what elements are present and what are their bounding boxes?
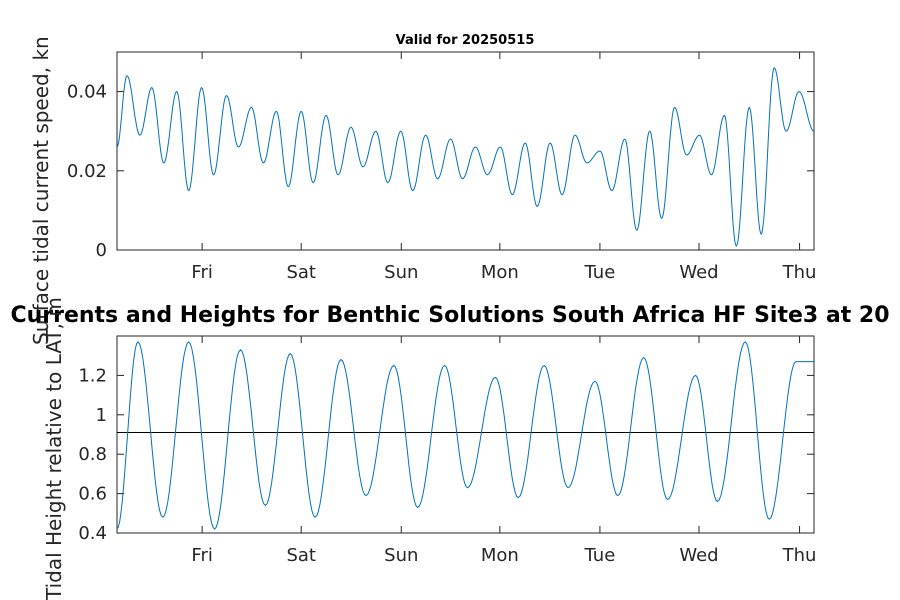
top-axes: Valid for 20250515 Fri Sat Sun Mon Tue Wed Thu…: [29, 33, 816, 345]
top-y-tick-label: 0.02: [67, 161, 107, 182]
top-y-tick-label: 0.04: [67, 82, 107, 103]
top-x-tick-label: Sun: [384, 262, 418, 283]
bottom-y-tick-label: 1.2: [78, 365, 107, 386]
bottom-x-tick-labels: Fri Sat Sun Mon Tue Wed Thu: [191, 545, 816, 566]
bottom-chart-title: Currents and Heights for Benthic Solutio…: [10, 303, 889, 328]
bottom-x-tick-label: Mon: [481, 545, 519, 566]
top-x-tick-label: Fri: [191, 262, 212, 283]
bottom-y-tick-label: 0.6: [78, 484, 107, 505]
top-x-tick-label: Thu: [782, 262, 817, 283]
bottom-ticks: [117, 336, 814, 534]
bottom-y-tick-label: 0.8: [78, 444, 107, 465]
top-y-tick-labels: 0 0.02 0.04: [67, 82, 107, 261]
top-x-tick-label: Tue: [584, 262, 616, 283]
bottom-x-tick-label: Wed: [679, 545, 718, 566]
bottom-y-axis-label: Tidal Height relative to LAT, m: [42, 297, 66, 600]
top-x-tick-label: Mon: [481, 262, 519, 283]
bottom-x-tick-label: Sun: [384, 545, 418, 566]
top-chart-title: Valid for 20250515: [396, 33, 535, 48]
top-ticks: [117, 52, 814, 251]
bottom-y-tick-labels: 0.4 0.6 0.8 1 1.2: [78, 365, 107, 544]
bottom-x-tick-label: Sat: [286, 545, 316, 566]
top-x-tick-label: Sat: [286, 262, 316, 283]
bottom-x-tick-label: Tue: [584, 545, 616, 566]
top-y-axis-label: Surface tidal current speed, kn: [29, 36, 53, 345]
bottom-y-tick-label: 1: [96, 405, 107, 426]
bottom-y-tick-label: 0.4: [78, 523, 107, 544]
top-y-tick-label: 0: [96, 240, 107, 261]
bottom-axes: Fri Sat Sun Mon Tue Wed Thu 0.4 0.6 0.8 1 1.2 Curr…: [10, 297, 889, 600]
top-current-speed-line: [116, 67, 815, 247]
bottom-x-tick-label: Thu: [782, 545, 817, 566]
top-x-tick-label: Wed: [679, 262, 718, 283]
bottom-axes-box: [116, 335, 815, 534]
top-x-tick-labels: Fri Sat Sun Mon Tue Wed Thu: [191, 262, 816, 283]
bottom-x-tick-label: Fri: [191, 545, 212, 566]
top-axes-box: [116, 51, 815, 251]
bottom-tidal-height-line: [116, 341, 814, 530]
